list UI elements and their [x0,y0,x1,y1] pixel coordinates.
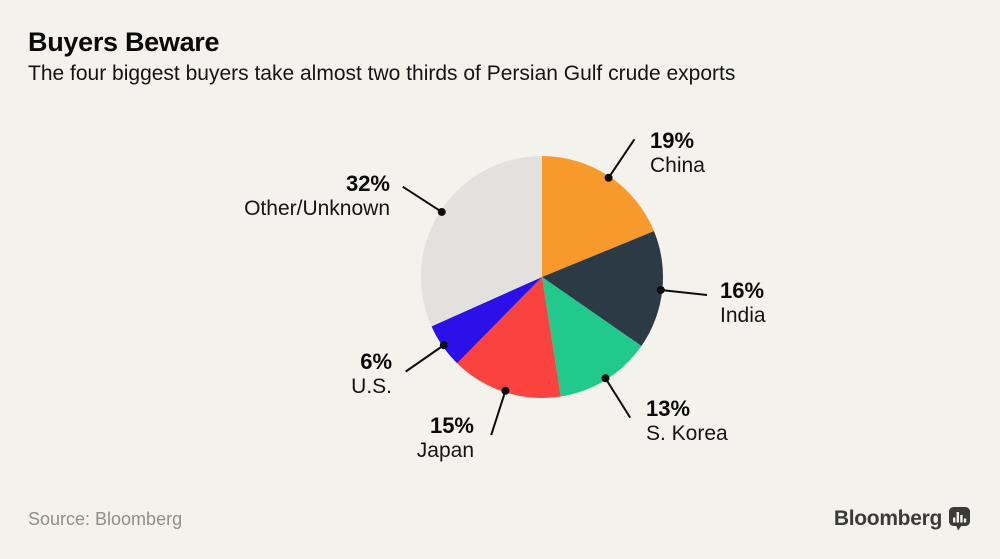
leader-dot [601,374,610,383]
slice-value: 6% [360,349,392,374]
slice-label-japan: 15% Japan [417,413,474,463]
slice-value: 15% [429,413,474,438]
slice-name: Japan [416,439,474,462]
pie-slice-other-unknown [420,156,542,327]
source-note: Source: Bloomberg [28,509,183,529]
slice-value: 16% [720,278,765,303]
pie-slice-china [542,156,654,277]
slice-name: India [720,304,766,327]
pie-slice-japan [457,277,561,398]
slice-value: 13% [646,396,691,421]
leader-dot [437,207,446,216]
pie-slice-india [542,231,664,346]
leader-dot [501,386,510,395]
chart-title: Buyers Beware [28,27,220,57]
slice-value: 19% [650,128,695,153]
slice-value: 32% [345,171,390,196]
pie-slice-u-s- [431,277,542,364]
bloomberg-terminal-icon [949,507,970,531]
slice-label-us: 6% U.S. [351,349,392,399]
slice-label-china: 19% China [650,128,705,178]
slice-name: U.S. [351,375,392,398]
slice-label-s-korea: 13% S. Korea [646,396,728,446]
slice-name: Other/Unknown [244,197,390,220]
leader-line [604,377,632,419]
slice-name: S. Korea [646,422,728,445]
leader-line [607,138,636,179]
leader-dot [656,285,665,294]
leader-dot [439,341,448,350]
leader-dot [604,173,613,182]
leader-line [402,185,443,213]
leader-line [660,288,708,297]
slice-label-other-unknown: 32% Other/Unknown [244,171,390,221]
slice-name: China [650,154,705,177]
bloomberg-logo: Bloomberg [834,507,970,531]
leader-line [490,390,507,436]
pie-slice-s-korea [542,277,642,397]
bloomberg-wordmark: Bloomberg [833,507,942,530]
chart-subtitle: The four biggest buyers take almost two … [28,62,736,85]
slice-label-india: 16% India [720,278,766,328]
leader-line [405,344,445,373]
